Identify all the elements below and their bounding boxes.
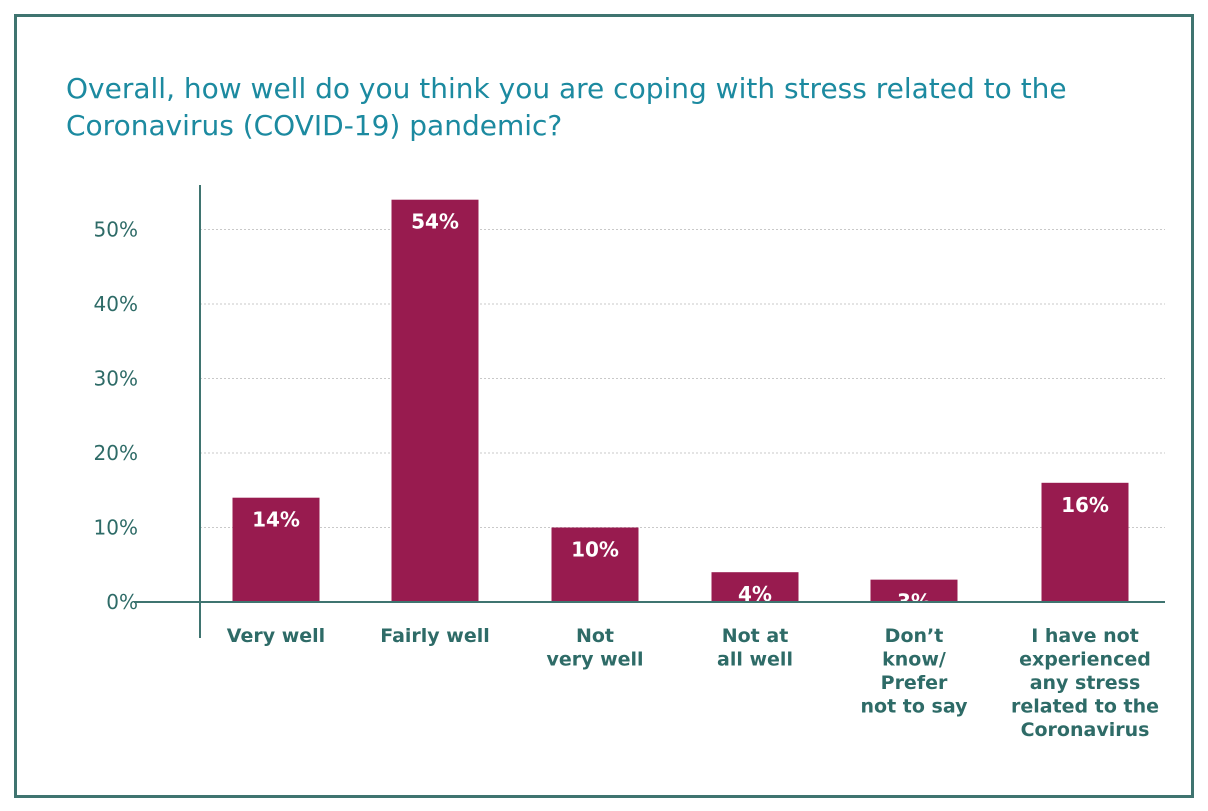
x-tick-label-line: Not: [576, 625, 614, 647]
x-tick-label-line: I have not: [1031, 625, 1139, 647]
x-tick-label: Don’t know/Prefer not to say: [861, 625, 969, 718]
chart-title: Overall, how well do you think you are c…: [66, 72, 1067, 142]
chart-frame: [14, 14, 1194, 798]
data-label: 16%: [1061, 493, 1109, 517]
x-tick-label: Not at all well: [717, 625, 793, 671]
x-tick-label-line: very well: [546, 649, 643, 671]
x-tick-label-line: experienced: [1019, 649, 1151, 671]
x-tick-label-line: Not at: [722, 625, 789, 647]
bar: [711, 572, 799, 602]
x-tick-label-line: Prefer: [881, 672, 948, 694]
bar: [232, 497, 320, 602]
x-tick-label-line: Very well: [227, 625, 325, 647]
x-tick-label-line: any stress: [1030, 672, 1141, 694]
bar: [870, 579, 958, 602]
x-tick-label-line: Coronavirus: [1021, 719, 1150, 741]
x-tick-label-line: Don’t: [885, 625, 944, 647]
x-tick-label-line: all well: [717, 649, 793, 671]
bar: [551, 527, 639, 602]
x-tick-label-line: know/: [882, 649, 946, 671]
y-tick-label: 30%: [94, 367, 138, 391]
x-tick-label-line: Fairly well: [380, 625, 490, 647]
bar: [1041, 482, 1129, 602]
y-tick-label: 20%: [94, 441, 138, 465]
y-tick-label: 0%: [106, 590, 138, 614]
x-tick-label-line: not to say: [861, 696, 969, 718]
data-label: 14%: [252, 508, 300, 532]
data-label: 54%: [411, 210, 459, 234]
x-tick-label: Very well: [227, 625, 325, 647]
data-label: 10%: [571, 538, 619, 562]
y-tick-label: 40%: [94, 292, 138, 316]
x-tick-label: I have not experienced any stress related t…: [1011, 625, 1159, 741]
bar: [391, 199, 479, 602]
y-tick-label: 50%: [94, 218, 138, 242]
y-tick-label: 10%: [94, 516, 138, 540]
x-tick-label: Fairly well: [380, 625, 490, 647]
x-tick-label-line: related to the: [1011, 696, 1159, 718]
x-tick-label: Not very well: [546, 625, 643, 671]
